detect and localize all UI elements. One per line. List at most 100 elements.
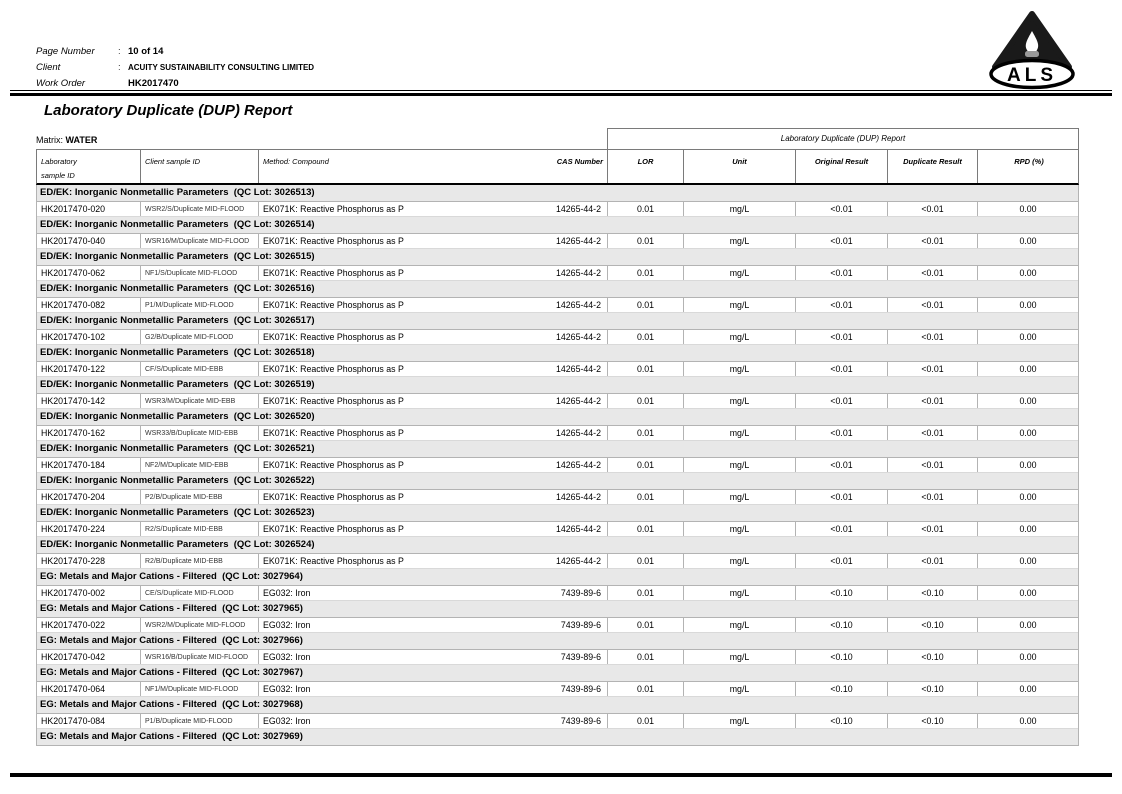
cell-cas-number: 7439-89-6	[506, 618, 608, 632]
cell-lor: 0.01	[608, 586, 684, 600]
cell-duplicate-result: <0.01	[888, 426, 978, 440]
table-row: HK2017470-002 CE/S/Duplicate MID-FLOOD EG0…	[37, 585, 1078, 601]
cell-lor: 0.01	[608, 650, 684, 664]
cell-duplicate-result: <0.10	[888, 618, 978, 632]
cell-method: EK071K: Reactive Phosphorus as P	[263, 492, 404, 502]
cell-lab-sample-id: HK2017470-082	[37, 298, 141, 312]
separator: :	[118, 46, 121, 57]
cell-cas-number: 14265-44-2	[506, 426, 608, 440]
matrix-label: Matrix:	[36, 135, 63, 145]
col-header-lor: LOR	[608, 150, 684, 183]
cell-client-sample-id: CE/S/Duplicate MID-FLOOD	[141, 586, 259, 600]
cell-rpd: 0.00	[1019, 684, 1037, 694]
cell-cas-number: 14265-44-2	[506, 458, 608, 472]
cell-rpd: 0.00	[1019, 364, 1037, 374]
cell-original-result: <0.10	[796, 650, 888, 664]
cell-rpd: 0.00	[1019, 620, 1037, 630]
cell-rpd: 0.00	[1019, 204, 1037, 214]
cell-cas-number: 14265-44-2	[506, 202, 608, 216]
col-header-duplicate-result: Duplicate Result	[888, 150, 978, 183]
cell-cas-number: 7439-89-6	[506, 714, 608, 728]
cell-duplicate-result: <0.10	[888, 586, 978, 600]
span-header: Laboratory Duplicate (DUP) Report	[607, 128, 1079, 150]
section-header-row: ED/EK: Inorganic Nonmetallic Parameters …	[37, 281, 1078, 297]
section-header-row: ED/EK: Inorganic Nonmetallic Parameters …	[37, 473, 1078, 489]
als-logo-icon: ALS	[989, 11, 1075, 90]
cell-lor: 0.01	[608, 682, 684, 696]
cell-original-result: <0.10	[796, 682, 888, 696]
cell-original-result: <0.01	[796, 458, 888, 472]
section-header-row: EG: Metals and Major Cations - Filtered …	[37, 729, 1078, 745]
cell-duplicate-result: <0.10	[888, 682, 978, 696]
section-header-row: EG: Metals and Major Cations - Filtered …	[37, 697, 1078, 713]
cell-cas-number: 14265-44-2	[506, 266, 608, 280]
page-number-label: Page Number	[36, 46, 95, 57]
cell-unit: mg/L	[684, 426, 796, 440]
footer-rule	[10, 773, 1112, 777]
table-row: HK2017470-064 NF1/M/Duplicate MID-FLOOD EG…	[37, 681, 1078, 697]
cell-duplicate-result: <0.01	[888, 298, 978, 312]
page-number-value: 10 of 14	[128, 46, 164, 57]
cell-original-result: <0.01	[796, 490, 888, 504]
section-header-row: ED/EK: Inorganic Nonmetallic Parameters …	[37, 409, 1078, 425]
cell-duplicate-result: <0.10	[888, 714, 978, 728]
work-order-row: Work Order HK2017470	[36, 73, 179, 89]
cell-unit: mg/L	[684, 394, 796, 408]
cell-lab-sample-id: HK2017470-122	[37, 362, 141, 376]
cell-unit: mg/L	[684, 234, 796, 248]
table-row: HK2017470-122 CF/S/Duplicate MID-EBB EK071…	[37, 361, 1078, 377]
cell-client-sample-id: P1/M/Duplicate MID-FLOOD	[141, 298, 259, 312]
table-row: HK2017470-042 WSR16/B/Duplicate MID-FLOOD…	[37, 649, 1078, 665]
cell-lor: 0.01	[608, 394, 684, 408]
cell-original-result: <0.10	[796, 618, 888, 632]
cell-method: EK071K: Reactive Phosphorus as P	[263, 268, 404, 278]
cell-method: EG032: Iron	[263, 716, 311, 726]
separator: :	[118, 62, 121, 73]
cell-rpd: 0.00	[1019, 716, 1037, 726]
cell-method: EG032: Iron	[263, 652, 311, 662]
cell-rpd: 0.00	[1019, 524, 1037, 534]
section-header-row: ED/EK: Inorganic Nonmetallic Parameters …	[37, 537, 1078, 553]
col-header-lab-sample-id: Laboratory sample ID	[37, 150, 141, 183]
cell-lab-sample-id: HK2017470-204	[37, 490, 141, 504]
cell-lor: 0.01	[608, 458, 684, 472]
cell-method: EK071K: Reactive Phosphorus as P	[263, 428, 404, 438]
cell-cas-number: 14265-44-2	[506, 394, 608, 408]
cell-method: EG032: Iron	[263, 684, 311, 694]
cell-lab-sample-id: HK2017470-102	[37, 330, 141, 344]
cell-lab-sample-id: HK2017470-022	[37, 618, 141, 632]
col-header-rpd: RPD (%)	[1014, 157, 1044, 166]
section-header-row: EG: Metals and Major Cations - Filtered …	[37, 569, 1078, 585]
table-row: HK2017470-084 P1/B/Duplicate MID-FLOOD EG0…	[37, 713, 1078, 729]
page-number-row: Page Number:10 of 14	[36, 41, 164, 57]
section-header-row: ED/EK: Inorganic Nonmetallic Parameters …	[37, 313, 1078, 329]
section-header-row: EG: Metals and Major Cations - Filtered …	[37, 601, 1078, 617]
cell-rpd: 0.00	[1019, 300, 1037, 310]
cell-cas-number: 14265-44-2	[506, 554, 608, 568]
cell-client-sample-id: P2/B/Duplicate MID-EBB	[141, 490, 259, 504]
cell-lab-sample-id: HK2017470-042	[37, 650, 141, 664]
cell-cas-number: 14265-44-2	[506, 522, 608, 536]
cell-unit: mg/L	[684, 554, 796, 568]
cell-unit: mg/L	[684, 362, 796, 376]
cell-duplicate-result: <0.01	[888, 234, 978, 248]
cell-original-result: <0.01	[796, 426, 888, 440]
col-header-original-result: Original Result	[796, 150, 888, 183]
cell-lab-sample-id: HK2017470-040	[37, 234, 141, 248]
cell-original-result: <0.01	[796, 330, 888, 344]
cell-rpd: 0.00	[1019, 652, 1037, 662]
section-header-row: ED/EK: Inorganic Nonmetallic Parameters …	[37, 345, 1078, 361]
col-header-client-sample-id: Client sample ID	[141, 150, 259, 183]
cell-cas-number: 14265-44-2	[506, 234, 608, 248]
work-order-value: HK2017470	[128, 78, 179, 89]
section-header-row: ED/EK: Inorganic Nonmetallic Parameters …	[37, 185, 1078, 201]
table-row: HK2017470-020 WSR2/S/Duplicate MID-FLOOD E…	[37, 201, 1078, 217]
cell-lab-sample-id: HK2017470-062	[37, 266, 141, 280]
cell-lab-sample-id: HK2017470-162	[37, 426, 141, 440]
cell-lab-sample-id: HK2017470-184	[37, 458, 141, 472]
cell-cas-number: 14265-44-2	[506, 490, 608, 504]
cell-unit: mg/L	[684, 682, 796, 696]
cell-client-sample-id: P1/B/Duplicate MID-FLOOD	[141, 714, 259, 728]
col-header-cas-number: CAS Number	[506, 150, 608, 183]
column-header-row: Laboratory sample ID Client sample ID Me…	[36, 149, 1079, 185]
